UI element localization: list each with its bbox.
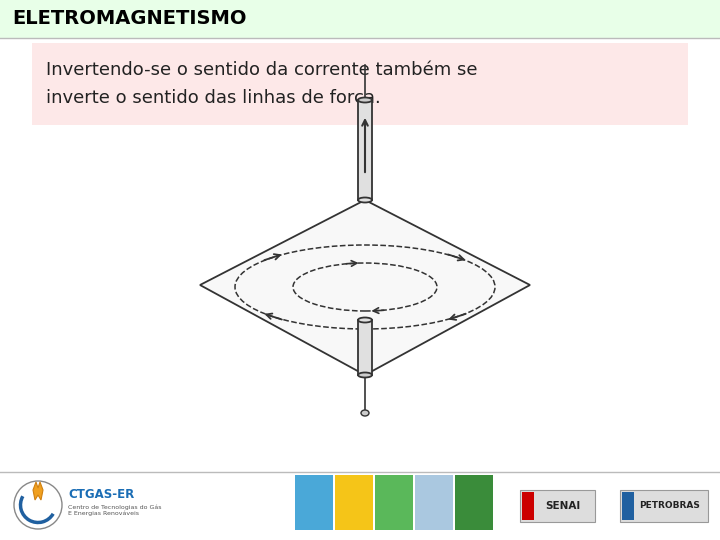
Ellipse shape <box>358 98 372 103</box>
FancyBboxPatch shape <box>358 320 372 375</box>
FancyBboxPatch shape <box>522 492 534 520</box>
Circle shape <box>14 481 62 529</box>
FancyBboxPatch shape <box>415 475 453 530</box>
Ellipse shape <box>361 410 369 416</box>
FancyBboxPatch shape <box>358 100 372 200</box>
FancyBboxPatch shape <box>295 475 333 530</box>
Text: PETROBRAS: PETROBRAS <box>639 502 701 510</box>
FancyBboxPatch shape <box>620 490 708 522</box>
Ellipse shape <box>358 318 372 322</box>
FancyBboxPatch shape <box>455 475 493 530</box>
FancyBboxPatch shape <box>0 0 720 38</box>
FancyBboxPatch shape <box>520 490 595 522</box>
FancyBboxPatch shape <box>622 492 634 520</box>
FancyBboxPatch shape <box>32 43 688 125</box>
Text: SENAI: SENAI <box>545 501 580 511</box>
Polygon shape <box>33 482 43 500</box>
Ellipse shape <box>358 198 372 202</box>
Text: CTGAS-ER: CTGAS-ER <box>68 489 134 502</box>
Text: ELETROMAGNETISMO: ELETROMAGNETISMO <box>12 10 246 29</box>
Text: Centro de Tecnologias do Gás
E Energias Renováveis: Centro de Tecnologias do Gás E Energias … <box>68 504 161 516</box>
FancyBboxPatch shape <box>335 475 373 530</box>
Text: Invertendo-se o sentido da corrente também se
inverte o sentido das linhas de fo: Invertendo-se o sentido da corrente tamb… <box>46 61 477 107</box>
Polygon shape <box>200 200 530 375</box>
Ellipse shape <box>358 373 372 377</box>
FancyBboxPatch shape <box>375 475 413 530</box>
